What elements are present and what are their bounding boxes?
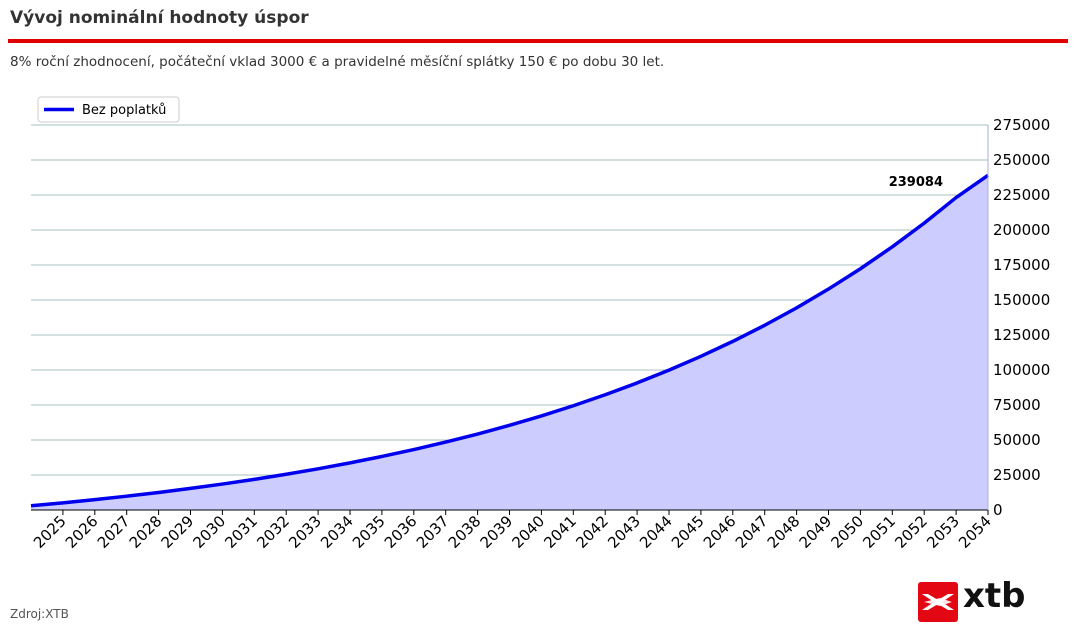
logo-wordmark: xtb xyxy=(963,576,1026,616)
x-tick-label-2042: 2042 xyxy=(572,512,612,552)
x-tick-label-2044: 2044 xyxy=(636,512,676,552)
legend-label: Bez poplatků xyxy=(82,103,166,118)
area-polygon xyxy=(31,175,988,510)
y-tick-label-2: 50000 xyxy=(993,431,1041,449)
x-tick-label-2033: 2033 xyxy=(285,512,325,552)
source-note: Zdroj:XTB xyxy=(10,607,69,621)
x-tick-label-2052: 2052 xyxy=(891,512,931,552)
x-tick-label-2046: 2046 xyxy=(700,512,740,552)
x-tick-label-2035: 2035 xyxy=(349,512,389,552)
series-line-bez-poplatku xyxy=(30,173,990,508)
title-underline xyxy=(8,39,1068,43)
end-value-label: 239084 xyxy=(889,175,943,190)
logo-x-icon xyxy=(922,594,954,610)
x-tick-label-2038: 2038 xyxy=(445,512,485,552)
series-line xyxy=(30,173,990,508)
x-tick-label-2028: 2028 xyxy=(126,512,166,552)
y-tick-label-6: 150000 xyxy=(993,291,1050,309)
page-title: Vývoj nominální hodnoty úspor xyxy=(10,8,309,28)
x-tick-label-2048: 2048 xyxy=(764,512,804,552)
annotations: 239084 xyxy=(889,175,943,190)
logo-mark xyxy=(918,582,958,622)
x-tick-label-2039: 2039 xyxy=(477,512,517,552)
x-tick-label-2050: 2050 xyxy=(827,512,867,552)
legend: Bez poplatků xyxy=(37,96,180,123)
x-tick-label-2030: 2030 xyxy=(189,512,229,552)
y-tick-label-11: 275000 xyxy=(993,116,1050,134)
x-tick-label-2034: 2034 xyxy=(317,512,357,552)
y-tick-label-4: 100000 xyxy=(993,361,1050,379)
x-tick-label-2053: 2053 xyxy=(923,512,963,552)
y-tick-label-7: 175000 xyxy=(993,256,1050,274)
x-tick-label-2043: 2043 xyxy=(604,512,644,552)
y-tick-label-5: 125000 xyxy=(993,326,1050,344)
y-tick-label-8: 200000 xyxy=(993,221,1050,239)
x-axis-ticks: 2025202620272028202920302031203220332034… xyxy=(30,510,995,552)
x-tick-label-2031: 2031 xyxy=(221,512,261,552)
x-tick-label-2036: 2036 xyxy=(381,512,421,552)
x-tick-label-2049: 2049 xyxy=(796,512,836,552)
x-tick-label-2040: 2040 xyxy=(508,512,548,552)
y-tick-label-9: 225000 xyxy=(993,186,1050,204)
x-tick-label-2025: 2025 xyxy=(30,512,70,552)
legend-box xyxy=(37,96,180,123)
y-tick-label-10: 250000 xyxy=(993,151,1050,169)
x-tick-label-2051: 2051 xyxy=(859,512,899,552)
x-tick-label-2047: 2047 xyxy=(732,512,772,552)
x-tick-label-2032: 2032 xyxy=(253,512,293,552)
x-tick-label-2045: 2045 xyxy=(668,512,708,552)
x-tick-label-2026: 2026 xyxy=(62,512,102,552)
xtb-logo: xtb xyxy=(918,576,1028,624)
x-tick-label-2041: 2041 xyxy=(540,512,580,552)
x-tick-label-2037: 2037 xyxy=(413,512,453,552)
x-tick-label-2029: 2029 xyxy=(158,512,198,552)
y-tick-label-0: 0 xyxy=(993,501,1003,519)
y-tick-label-1: 25000 xyxy=(993,466,1041,484)
chart-subtitle: 8% roční zhodnocení, počáteční vklad 300… xyxy=(10,54,665,70)
y-axis-ticks: 0 25000 50000 75000 100000 125000 150000 175000… xyxy=(993,116,1050,519)
x-tick-label-2027: 2027 xyxy=(94,512,134,552)
y-tick-label-3: 75000 xyxy=(993,396,1041,414)
x-tick-label-2054: 2054 xyxy=(955,512,995,552)
area-fill xyxy=(31,175,988,510)
